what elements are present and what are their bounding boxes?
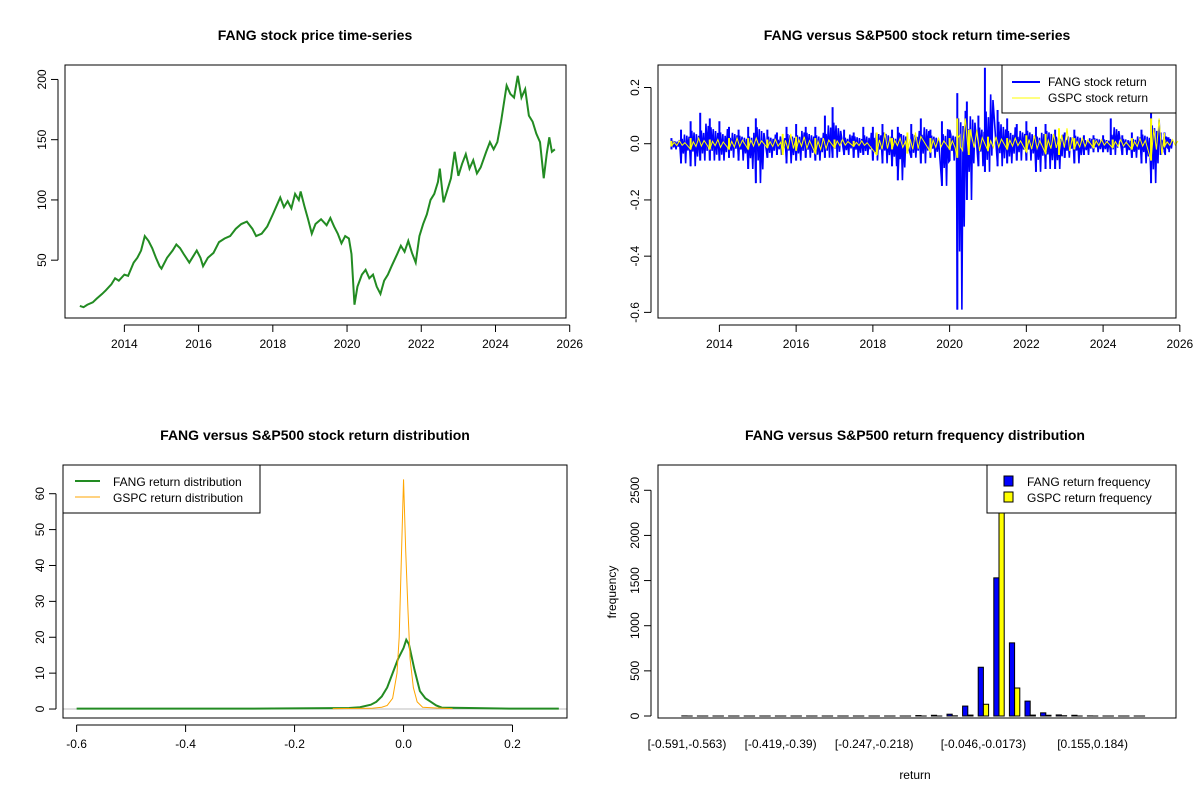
chart-title-density: FANG versus S&P500 stock return distribu…	[160, 427, 470, 443]
x-tick-label: 2014	[706, 337, 733, 351]
bar-gspc	[1046, 715, 1051, 716]
legend-label-fang: FANG stock return	[1048, 75, 1147, 89]
legend-label-fang: FANG return distribution	[113, 475, 242, 489]
legend-swatch-gspc	[1004, 492, 1013, 502]
x-tick-label: 0.0	[395, 737, 412, 751]
x-tick-label: [0.155,0.184)	[1057, 737, 1128, 751]
density-line-fang	[77, 640, 559, 709]
bar-fang	[931, 715, 936, 716]
x-tick-label: -0.6	[66, 737, 87, 751]
y-tick-label: 0.2	[628, 79, 642, 96]
x-tick-label: 2018	[259, 337, 286, 351]
return-line	[671, 94, 1172, 309]
bar-fang	[1056, 715, 1061, 716]
bar-fang	[1025, 701, 1030, 716]
x-tick-label: 2024	[482, 337, 509, 351]
y-tick-label: 500	[628, 661, 642, 681]
bar-fang	[994, 578, 999, 716]
y-tick-label: 10	[33, 666, 47, 680]
x-tick-label: 2024	[1090, 337, 1117, 351]
bar-fang	[1009, 643, 1014, 716]
x-tick-label: [-0.046,-0.0173)	[941, 737, 1026, 751]
chart-title-returns: FANG versus S&P500 stock return time-ser…	[764, 27, 1071, 43]
x-axis-label-histogram: return	[899, 768, 930, 782]
y-tick-label: -0.6	[628, 302, 642, 323]
x-tick-label: -0.4	[175, 737, 196, 751]
bar-gspc	[1030, 715, 1035, 716]
bar-gspc	[983, 704, 988, 716]
y-tick-label: 2000	[628, 522, 642, 549]
bar-gspc	[1015, 688, 1020, 716]
x-tick-label: 2020	[334, 337, 361, 351]
x-tick-label: 2020	[936, 337, 963, 351]
chart-title-histogram: FANG versus S&P500 return frequency dist…	[745, 427, 1085, 443]
x-tick-label: 2018	[860, 337, 887, 351]
x-tick-label: 2016	[783, 337, 810, 351]
legend-histogram: FANG return frequency GSPC return frequen…	[987, 465, 1176, 513]
y-tick-label: 30	[33, 594, 47, 608]
chart-title-price: FANG stock price time-series	[218, 27, 413, 43]
legend-density: FANG return distribution GSPC return dis…	[63, 465, 260, 513]
axes-3: 0 500 1000 1500 2000 2500 [-0.591,-0.563) [-0.4…	[628, 477, 1128, 751]
legend-box	[987, 465, 1176, 513]
y-tick-label: 2500	[628, 477, 642, 504]
bar-fang	[978, 667, 983, 716]
axes-1: 2014 2016 2018 2020 2022 2024 2026 -0.6 -0.4 -0.2…	[628, 79, 1194, 351]
x-tick-label: 2016	[185, 337, 212, 351]
bar-gspc	[968, 715, 973, 716]
legend-label-gspc: GSPC return frequency	[1027, 491, 1152, 505]
price-line	[80, 76, 555, 307]
x-tick-label: 2026	[1166, 337, 1193, 351]
y-tick-label: 50	[35, 253, 49, 267]
y-tick-label: 0.0	[628, 135, 642, 152]
y-tick-label: 0	[628, 712, 642, 719]
bar-fang	[1072, 715, 1077, 716]
y-axis-label-histogram: frequency	[605, 566, 619, 619]
x-tick-label: 2022	[1013, 337, 1040, 351]
y-tick-label: 40	[33, 558, 47, 572]
plot-frame-0	[65, 65, 566, 318]
x-tick-label: -0.2	[284, 737, 305, 751]
y-tick-label: 1000	[628, 612, 642, 639]
x-tick-label: 2014	[111, 337, 138, 351]
legend-label-gspc: GSPC return distribution	[113, 491, 243, 505]
x-tick-label: [-0.419,-0.39)	[745, 737, 817, 751]
legend-label-gspc: GSPC stock return	[1048, 91, 1148, 105]
bar-fang	[1041, 713, 1046, 716]
x-tick-label: [-0.591,-0.563)	[648, 737, 727, 751]
y-tick-label: 150	[35, 129, 49, 149]
axes-2: -0.6 -0.4 -0.2 0.0 0.2 0 10 20 30 40 50 60	[33, 487, 521, 751]
bar-fang	[947, 714, 952, 716]
y-tick-label: 100	[35, 190, 49, 210]
legend-returns: FANG stock return GSPC stock return	[1002, 65, 1176, 113]
bar-fang	[963, 706, 968, 716]
x-tick-label: 2022	[408, 337, 435, 351]
y-tick-label: 60	[33, 487, 47, 501]
x-tick-label: 2026	[556, 337, 583, 351]
legend-label-fang: FANG return frequency	[1027, 475, 1150, 489]
y-tick-label: 20	[33, 630, 47, 644]
axes-0: 2014 2016 2018 2020 2022 2024 2026 50 100 150 200	[35, 69, 583, 351]
legend-swatch-fang	[1004, 476, 1013, 486]
y-tick-label: -0.2	[628, 189, 642, 210]
y-tick-label: -0.4	[628, 245, 642, 266]
x-tick-label: [-0.247,-0.218)	[835, 737, 914, 751]
y-tick-label: 50	[33, 523, 47, 537]
x-tick-label: 0.2	[504, 737, 521, 751]
y-tick-label: 1500	[628, 567, 642, 594]
y-tick-label: 200	[35, 69, 49, 89]
y-tick-label: 0	[33, 705, 47, 712]
